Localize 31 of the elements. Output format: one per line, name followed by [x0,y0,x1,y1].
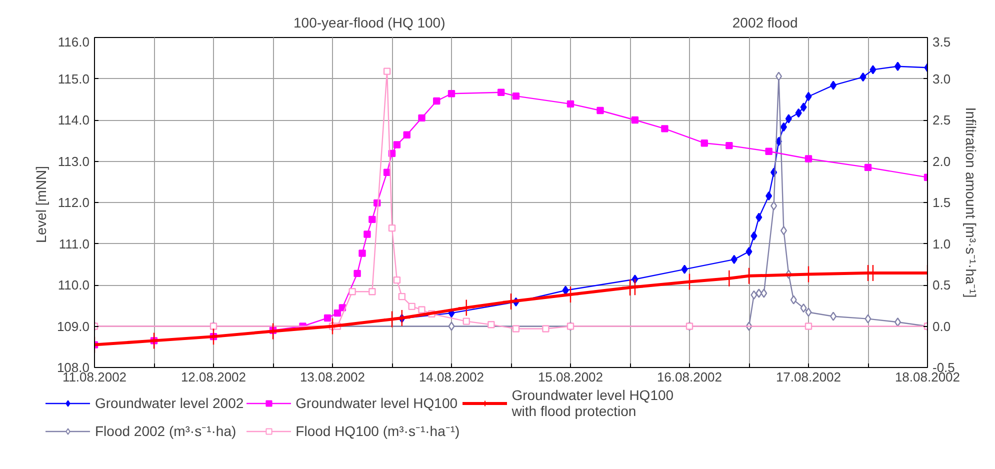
text: 2002 flood [732,14,798,30]
x-tick-label: 16.08.2002 [656,370,722,384]
x-tick-label: 17.08.2002 [776,370,842,384]
y-tick-label: 109.0 [56,318,90,334]
y-tick-label: 114.0 [58,112,90,128]
y2-tick-label: 3.0 [932,71,951,86]
legend-label: Groundwater level 2002 [95,394,244,412]
y-tick-label: 113.0 [58,154,90,169]
legend-label: Groundwater level HQ100 with flood protection [512,387,674,419]
y-tick-label: 111.0 [58,236,90,252]
legend-label: Flood 2002 (m³·s⁻¹·ha) [95,422,236,440]
legend-label: Flood HQ100 (m³·s⁻¹·ha⁻¹) [296,422,460,440]
y-tick-label: 112.0 [58,195,90,210]
x-tick-label: 13.08.2002 [300,370,366,384]
y-tick-label: 110.0 [58,278,90,292]
y-axis-title: Level [mNN] [32,166,49,243]
y2-tick-label: 1.0 [932,236,951,252]
y2-tick-label: 0.5 [932,278,951,292]
x-tick-label: 12.08.2002 [180,370,246,384]
y-tick-label: 116.0 [58,34,90,50]
legend-label: Groundwater level HQ100 [296,394,458,412]
x-tick-label: 15.08.2002 [538,370,604,384]
y2-tick-label: 2.5 [932,112,951,128]
x-tick-label: 14.08.2002 [418,370,484,384]
text: 100-year-flood (HQ 100) [294,14,446,30]
y2-tick-label: 1.5 [932,195,951,210]
y-tick-label: 115.0 [58,71,90,86]
y2-axis-title: Infiltration amount [m³·s⁻¹·ha⁻¹] [962,107,979,298]
y2-tick-label: 2.0 [932,154,951,169]
y2-tick-label: 0.0 [932,318,951,334]
y2-tick-label: 3.5 [932,34,951,50]
